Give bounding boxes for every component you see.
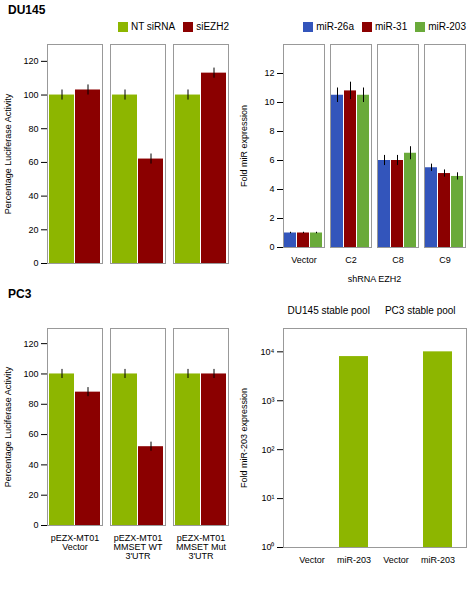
svg-text:10⁰: 10⁰ bbox=[261, 542, 274, 552]
svg-text:Percentage Luciferase Activity: Percentage Luciferase Activity bbox=[3, 366, 13, 487]
svg-text:Vector: Vector bbox=[299, 555, 325, 565]
html-text:NT siRNA: NT siRNA bbox=[130, 20, 176, 32]
svg-text:40: 40 bbox=[28, 460, 38, 470]
svg-text:Fold miR-203 expression: Fold miR-203 expression bbox=[239, 388, 249, 488]
svg-text:10¹: 10¹ bbox=[261, 493, 274, 503]
html-text:miR-26a: miR-26a bbox=[316, 20, 354, 32]
html-text:DU145: DU145 bbox=[8, 3, 46, 17]
svg-text:4: 4 bbox=[269, 184, 274, 194]
svg-text:10³: 10³ bbox=[261, 396, 274, 406]
svg-text:miR-203: miR-203 bbox=[421, 555, 455, 565]
html-text:DU145 stable pool: DU145 stable pool bbox=[287, 305, 370, 316]
svg-text:20: 20 bbox=[28, 225, 38, 235]
svg-text:10²: 10² bbox=[261, 445, 274, 455]
svg-text:C9: C9 bbox=[439, 255, 451, 265]
svg-text:6: 6 bbox=[269, 155, 274, 165]
svg-text:120: 120 bbox=[23, 339, 38, 349]
svg-text:0: 0 bbox=[269, 242, 274, 252]
svg-text:shRNA EZH2: shRNA EZH2 bbox=[348, 274, 402, 284]
svg-text:80: 80 bbox=[28, 399, 38, 409]
svg-text:60: 60 bbox=[28, 157, 38, 167]
svg-text:pEZX-MT01MMSET Mut3'UTR: pEZX-MT01MMSET Mut3'UTR bbox=[176, 533, 226, 561]
svg-text:40: 40 bbox=[28, 191, 38, 201]
svg-text:8: 8 bbox=[269, 126, 274, 136]
svg-text:pEZX-MT01Vector: pEZX-MT01Vector bbox=[51, 533, 100, 552]
html-text:PC3: PC3 bbox=[8, 287, 32, 301]
svg-text:Vector: Vector bbox=[383, 555, 409, 565]
html-text:miR-203: miR-203 bbox=[428, 20, 466, 32]
svg-text:100: 100 bbox=[23, 90, 38, 100]
svg-text:C8: C8 bbox=[392, 255, 404, 265]
svg-text:0: 0 bbox=[33, 520, 38, 530]
svg-text:120: 120 bbox=[23, 56, 38, 66]
svg-text:10⁴: 10⁴ bbox=[261, 347, 275, 357]
svg-text:80: 80 bbox=[28, 124, 38, 134]
svg-text:C2: C2 bbox=[345, 255, 357, 265]
svg-text:60: 60 bbox=[28, 429, 38, 439]
svg-text:10: 10 bbox=[264, 97, 274, 107]
svg-text:Percentage Luciferase Activity: Percentage Luciferase Activity bbox=[3, 93, 13, 214]
svg-text:12: 12 bbox=[264, 68, 274, 78]
html-text:miR-31: miR-31 bbox=[375, 20, 408, 32]
svg-text:Vector: Vector bbox=[291, 255, 317, 265]
svg-text:0: 0 bbox=[33, 258, 38, 268]
svg-text:Fold miR expression: Fold miR expression bbox=[239, 105, 249, 187]
svg-text:20: 20 bbox=[28, 490, 38, 500]
html-text:PC3 stable pool: PC3 stable pool bbox=[384, 305, 456, 316]
svg-text:100: 100 bbox=[23, 369, 38, 379]
svg-text:pEZX-MT01MMSET WT3'UTR: pEZX-MT01MMSET WT3'UTR bbox=[114, 533, 163, 561]
html-text:siEZH2: siEZH2 bbox=[196, 20, 229, 32]
svg-text:miR-203: miR-203 bbox=[337, 555, 371, 565]
svg-text:2: 2 bbox=[269, 213, 274, 223]
